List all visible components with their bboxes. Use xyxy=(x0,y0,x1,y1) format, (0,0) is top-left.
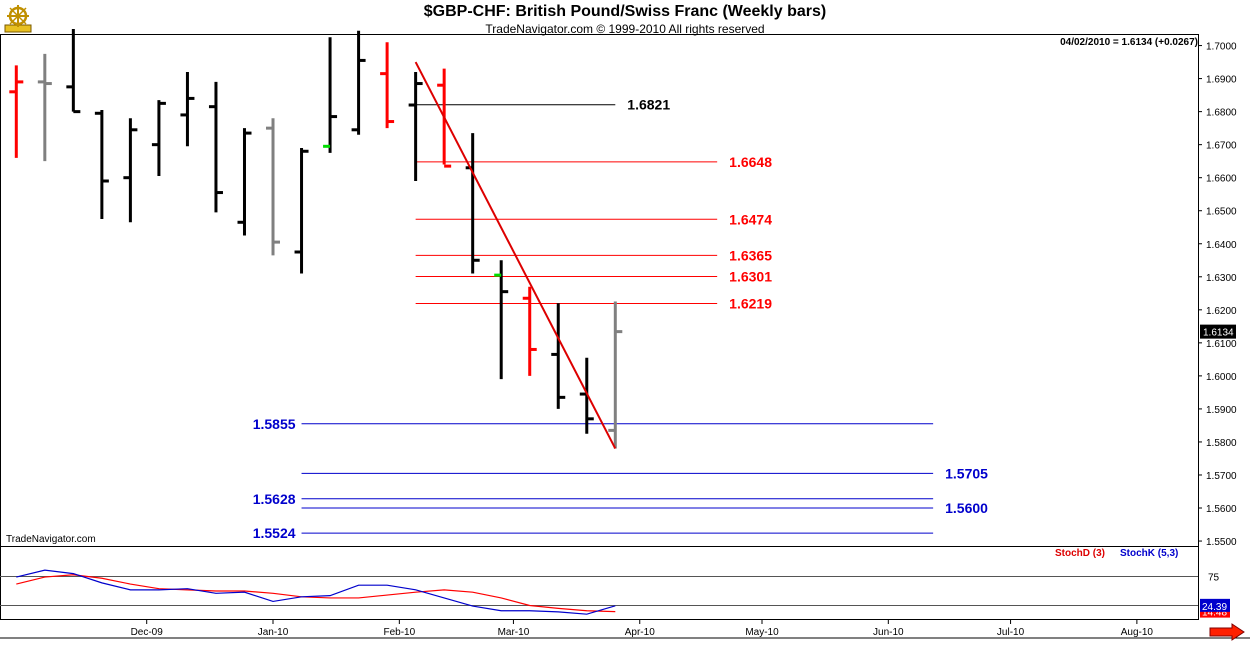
price-levels: 1.6821 1.6648 1.6474 1.6365 1.6301 1.6219 1.58… xyxy=(253,97,988,541)
y-tick-label: 1.5800 xyxy=(1206,438,1237,449)
right-arrow-icon[interactable] xyxy=(1206,623,1246,641)
y-tick-label: 1.6700 xyxy=(1206,141,1237,152)
level-label: 1.5855 xyxy=(253,416,296,432)
watermark: TradeNavigator.com xyxy=(6,534,96,545)
level-label: 1.6474 xyxy=(729,211,772,227)
level-label: 1.5524 xyxy=(253,525,296,541)
level-label: 1.5628 xyxy=(253,491,296,507)
trendline-segment xyxy=(414,61,617,450)
stochd-line xyxy=(16,574,616,613)
y-tick-label: 1.6900 xyxy=(1206,75,1237,86)
last-price-box xyxy=(1200,324,1236,339)
stoch-panel-border xyxy=(0,546,1199,620)
ship-wheel-logo xyxy=(4,3,32,33)
stochk-value-box xyxy=(1200,598,1230,612)
last-price-label: 1.6134 xyxy=(1203,328,1234,339)
price-panel-border xyxy=(0,34,1199,547)
x-tick-label: Aug-10 xyxy=(1121,627,1154,638)
stochk-value-label: 24.39 xyxy=(1202,602,1227,613)
x-tick-label: Dec-09 xyxy=(131,627,164,638)
level-label: 1.6648 xyxy=(729,154,772,170)
level-label: 1.6219 xyxy=(729,296,772,312)
level-label: 1.6301 xyxy=(729,268,772,284)
y-tick-label: 1.6500 xyxy=(1206,207,1237,218)
x-tick-label: Mar-10 xyxy=(498,627,530,638)
legend-stochd: StochD (3) xyxy=(1055,548,1105,559)
y-tick-label: 1.7000 xyxy=(1206,42,1237,53)
y-tick-label: 1.5900 xyxy=(1206,405,1237,416)
level-label: 1.5600 xyxy=(945,500,988,516)
date-axis: Dec-09 Jan-10 Feb-10 Mar-10 Apr-10 May-10 Jun-… xyxy=(131,620,1154,638)
x-tick-label: Apr-10 xyxy=(625,627,655,638)
y-tick-label: 1.6300 xyxy=(1206,273,1237,284)
x-tick-label: May-10 xyxy=(745,627,779,638)
last-quote: 04/02/2010 = 1.6134 (+0.0267) xyxy=(1060,37,1198,48)
chart-frame xyxy=(0,34,1250,639)
x-tick-label: Feb-10 xyxy=(383,627,415,638)
x-tick-label: Jan-10 xyxy=(258,627,289,638)
y-tick-label: 1.5500 xyxy=(1206,537,1237,548)
y-tick-label: 1.6000 xyxy=(1206,372,1237,383)
x-tick-label: Jun-10 xyxy=(873,627,904,638)
level-label: 1.6365 xyxy=(729,247,772,263)
y-tick-label: 1.6600 xyxy=(1206,174,1237,185)
y-tick-label: 1.5600 xyxy=(1206,504,1237,515)
y-tick-label: 1.6400 xyxy=(1206,240,1237,251)
chart-title: $GBP-CHF: British Pound/Swiss Franc (Wee… xyxy=(423,3,827,20)
legend-stochk: StochK (5,3) xyxy=(1120,548,1179,559)
trendline xyxy=(414,61,617,450)
level-label: 1.6821 xyxy=(627,97,670,113)
y-tick-label: 1.6800 xyxy=(1206,108,1237,119)
y-tick-label: 1.6200 xyxy=(1206,306,1237,317)
stoch-tick-label: 75 xyxy=(1208,573,1220,584)
level-label: 1.5705 xyxy=(945,465,988,481)
stochd-value-label: 14.48 xyxy=(1202,608,1227,619)
stochk-line xyxy=(16,569,616,615)
price-bars xyxy=(9,29,623,449)
price-axis: 1.7000 1.6900 1.6800 1.6700 1.6600 1.6500 1.64… xyxy=(1198,42,1237,548)
chart-subtitle: TradeNavigator.com © 1999-2010 All right… xyxy=(485,22,765,36)
y-tick-label: 1.5700 xyxy=(1206,471,1237,482)
y-tick-label: 1.6100 xyxy=(1206,339,1237,350)
x-tick-label: Jul-10 xyxy=(997,627,1025,638)
